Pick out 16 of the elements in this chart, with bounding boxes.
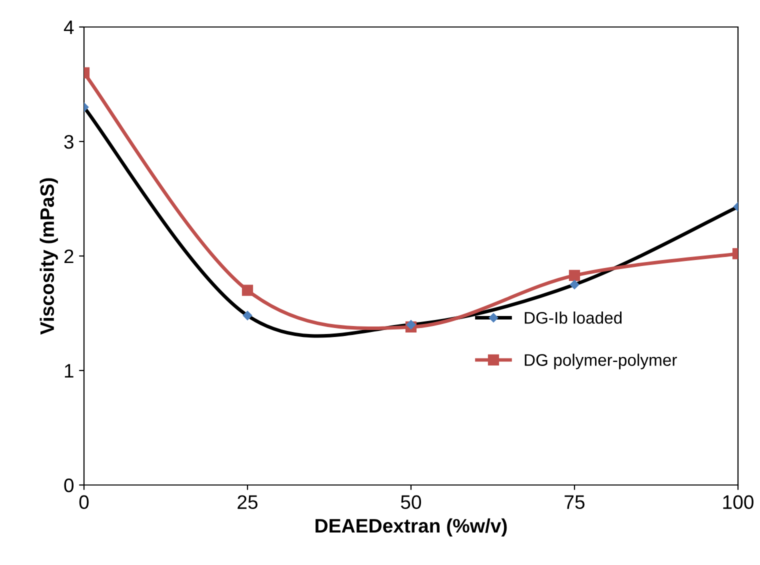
x-tick-label: 100 (723, 495, 754, 510)
y-tick-label: 4 (64, 20, 74, 34)
x-axis-title: DEAEDextran (%w/v) (316, 518, 507, 537)
y-tick-label: 0 (64, 478, 74, 492)
x-tick-label: 25 (238, 495, 258, 510)
y-tick-label: 2 (64, 249, 74, 264)
y-axis-title: Viscosity (mPaS) (40, 178, 58, 335)
x-tick-label: 75 (564, 495, 584, 510)
x-tick-label: 50 (400, 495, 422, 510)
y-tick-label: 3 (64, 134, 74, 149)
legend-label: DG polymer-polymer (524, 354, 677, 370)
y-tick-label: 1 (64, 364, 74, 378)
legend-label: DG-Ib loaded (524, 312, 622, 324)
point (242, 284, 254, 296)
point (568, 270, 580, 282)
x-tick-label: 0 (79, 495, 89, 510)
